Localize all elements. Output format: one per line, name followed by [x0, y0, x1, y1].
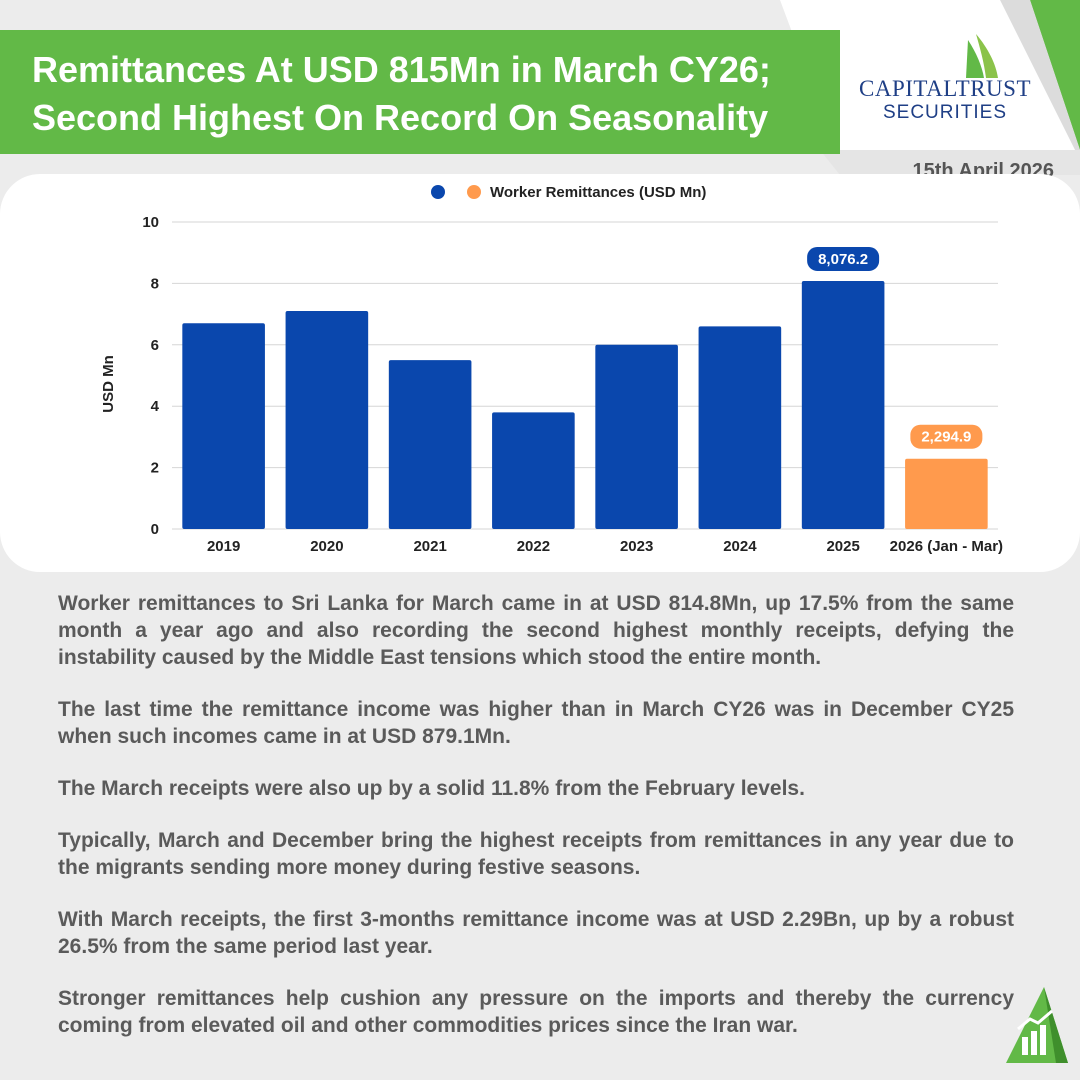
- data-label-background: [807, 246, 880, 271]
- y-tick-label: 8: [151, 275, 159, 292]
- bar: [492, 412, 575, 529]
- chart-legend: Worker Remittances (USD Mn): [431, 184, 706, 201]
- legend-marker-orange: [467, 185, 481, 199]
- bar: [388, 360, 472, 529]
- data-labels: 8,076.2 2,294.9: [807, 246, 983, 449]
- x-tick-label: 2020: [310, 538, 343, 555]
- data-label: 2,294.9: [921, 429, 971, 446]
- bar: [285, 311, 369, 529]
- paragraph-3: The March receipts were also up by a sol…: [58, 777, 805, 800]
- data-label-background: [910, 424, 983, 449]
- y-tick-label: 6: [151, 337, 159, 354]
- data-label: 8,076.2: [818, 251, 868, 268]
- title-line-2: Second Highest On Record On Seasonality: [32, 97, 769, 138]
- y-axis-label: USD Mn: [100, 355, 117, 413]
- growth-chart-icon: [1006, 987, 1068, 1063]
- y-tick-labels: 0 2 4 6 8 10: [142, 214, 159, 538]
- y-tick-label: 0: [151, 521, 159, 538]
- x-tick-label: 2023: [620, 538, 653, 555]
- title-band: [0, 30, 840, 154]
- logo-name: CAPITALTRUST: [859, 76, 1031, 101]
- x-tick-label: 2019: [207, 538, 240, 555]
- bar: [801, 280, 885, 529]
- x-tick-label: 2025: [826, 538, 859, 555]
- paragraph-1: Worker remittances to Sri Lanka for Marc…: [58, 592, 1014, 669]
- x-tick-labels: 2019 2020 2021 2022 2023 2024 2025 2026 (Jan - …: [207, 538, 1003, 555]
- bar: [698, 326, 782, 529]
- paragraph-4: Typically, March and December bring the …: [58, 829, 1014, 879]
- y-tick-label: 10: [142, 214, 159, 231]
- paragraph-6: Stronger remittances help cushion any pr…: [58, 987, 1014, 1037]
- x-tick-label: 2026 (Jan - Mar): [890, 538, 1003, 555]
- commentary: Worker remittances to Sri Lanka for Marc…: [58, 590, 1014, 1064]
- x-tick-label: 2021: [413, 538, 446, 555]
- title-line-1: Remittances At USD 815Mn in March CY26;: [32, 49, 771, 90]
- bar: [905, 458, 988, 529]
- remittance-bar-chart: Worker Remittances (USD Mn) USD Mn 0 2 4 6 8…: [100, 184, 1003, 555]
- sail-icon: [966, 34, 998, 78]
- x-tick-label: 2024: [723, 538, 757, 555]
- page-title: Remittances At USD 815Mn in March CY26; …: [32, 46, 822, 142]
- paragraph-5: With March receipts, the first 3-months …: [58, 908, 1014, 958]
- bar: [182, 323, 265, 529]
- bars: [182, 280, 988, 529]
- legend-marker-blue: [431, 185, 445, 199]
- bar: [595, 344, 678, 529]
- y-tick-label: 2: [151, 460, 159, 477]
- paragraph-2: The last time the remittance income was …: [58, 698, 1014, 748]
- y-tick-label: 4: [151, 398, 160, 415]
- legend-label: Worker Remittances (USD Mn): [490, 184, 706, 201]
- x-tick-label: 2022: [517, 538, 550, 555]
- logo-subtitle: SECURITIES: [882, 102, 1008, 123]
